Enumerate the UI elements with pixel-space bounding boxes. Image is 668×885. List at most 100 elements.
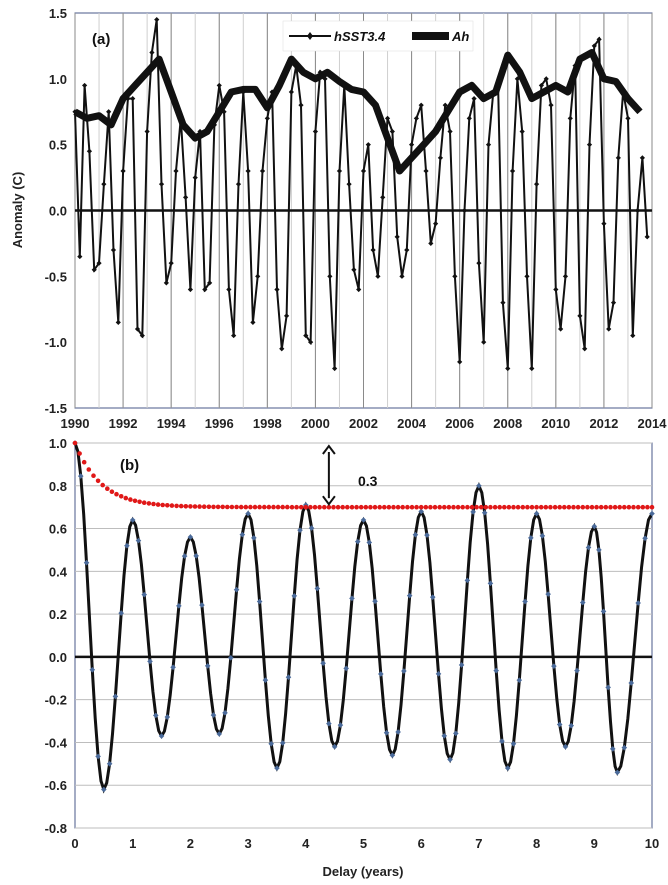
correlation-point <box>366 539 373 546</box>
correlation-point <box>118 610 124 616</box>
envelope-point <box>423 504 429 510</box>
series-hsst34-point <box>283 313 290 319</box>
envelope-point <box>151 501 156 507</box>
series-hsst34-point <box>303 332 309 339</box>
envelope-point <box>548 504 553 510</box>
series-hsst34-point <box>72 109 78 115</box>
envelope-point <box>201 504 207 510</box>
series-hsst34-point <box>514 76 520 82</box>
correlation-point <box>222 710 228 716</box>
envelope-point <box>206 504 212 510</box>
envelope-point <box>631 504 636 510</box>
envelope-point <box>377 504 383 510</box>
series-hsst34-point <box>187 286 193 293</box>
panel-b-y-tick-label: 0.6 <box>49 522 67 537</box>
legend: hSST3.4 Ah <box>282 20 474 52</box>
correlation-point <box>95 753 101 760</box>
envelope-point <box>335 504 341 510</box>
panel-b-x-tick-label: 7 <box>475 836 482 851</box>
panel-a-x-tick-label: 2006 <box>445 416 474 431</box>
series-hsst34-point <box>644 234 650 240</box>
panel-b-y-tick-label: -0.4 <box>45 735 68 750</box>
panel-a-y-axis-label: Anomaly (C) <box>10 172 25 249</box>
series-hsst34-point <box>231 332 237 339</box>
correlation-point <box>628 680 635 686</box>
series-hsst34-point <box>505 365 511 372</box>
envelope-point <box>520 504 526 510</box>
envelope-point <box>465 504 470 510</box>
correlation-point <box>349 595 355 602</box>
series-hsst34-point <box>418 102 424 108</box>
panel-b-x-tick-label: 3 <box>244 836 251 851</box>
series-hsst34-point <box>461 207 468 214</box>
panel-a-y-tick-label: -0.5 <box>45 269 67 284</box>
envelope-point <box>391 504 396 510</box>
panel-a-x-tick-label: 2004 <box>397 416 427 431</box>
series-hsst34-point <box>207 280 213 286</box>
series-hsst34-point <box>173 168 179 174</box>
series-hsst34-point <box>428 240 434 247</box>
series-hsst34-point <box>457 359 463 365</box>
envelope-point <box>608 504 613 510</box>
series-hsst34-point <box>553 286 559 293</box>
panel-b-tick-labels: 1.0 0.8 0.6 0.4 0.2 0.0 -0.2 -0.4 -0.6 -0.8 0 1 2 3 4 5… <box>45 436 660 851</box>
envelope-point <box>368 504 373 510</box>
correlation-point <box>591 523 598 530</box>
series-hsst34-point <box>158 181 165 187</box>
correlation-point <box>101 786 107 793</box>
series-hsst34-point <box>308 339 314 345</box>
series-hsst34-point <box>519 128 525 135</box>
panel-b-x-tick-label: 9 <box>591 836 598 851</box>
correlation-point <box>412 531 419 538</box>
panel-b-label: (b) <box>120 457 139 474</box>
envelope-point <box>552 504 558 510</box>
panel-b-y-tick-label: 0.8 <box>49 479 67 494</box>
correlation-point <box>516 677 523 683</box>
envelope-point <box>165 503 170 508</box>
correlation-point <box>331 743 338 750</box>
series-hsst34-point <box>298 102 304 108</box>
envelope-point <box>155 502 161 507</box>
correlation-point <box>141 591 148 598</box>
envelope-point <box>340 504 346 510</box>
panel-a-x-tick-label: 1990 <box>61 416 90 431</box>
panel-b-x-tick-label: 0 <box>71 836 78 851</box>
envelope-point <box>298 504 304 510</box>
correlation-point <box>181 553 188 559</box>
series-hsst34-point <box>562 273 569 279</box>
envelope-point <box>123 495 129 501</box>
correlation-point <box>227 654 234 661</box>
correlation-point <box>326 720 332 727</box>
series-hsst34-point <box>341 82 347 89</box>
series-hsst34-point <box>495 82 501 89</box>
envelope-point <box>81 459 87 465</box>
correlation-point <box>193 553 199 559</box>
envelope-point <box>345 504 350 510</box>
correlation-point <box>389 752 396 759</box>
series-hsst34-point <box>317 69 323 75</box>
series-hsst34-point <box>476 260 482 266</box>
envelope-point <box>72 440 78 446</box>
correlation-point <box>476 482 482 489</box>
panel-b-x-axis-label: Delay (years) <box>323 864 404 879</box>
series-hsst34-point <box>106 109 112 115</box>
envelope-point <box>220 504 225 510</box>
envelope-point <box>455 504 461 510</box>
envelope-point <box>571 504 576 510</box>
envelope-point <box>215 504 221 510</box>
envelope-point <box>483 504 489 510</box>
envelope-point <box>289 504 295 510</box>
correlation-point <box>562 743 569 750</box>
series-hsst34-line <box>74 19 649 369</box>
series-hsst34-point <box>442 102 448 108</box>
correlation-point <box>429 594 436 600</box>
series-hsst34-point <box>634 207 641 214</box>
envelope-point <box>497 504 503 510</box>
correlation-point <box>337 722 344 728</box>
correlation-point <box>268 741 274 747</box>
series-hsst34-point <box>529 365 535 372</box>
correlation-point <box>424 532 430 538</box>
panel-a-x-tick-label: 1998 <box>253 416 282 431</box>
series-hsst34-point <box>255 273 261 279</box>
